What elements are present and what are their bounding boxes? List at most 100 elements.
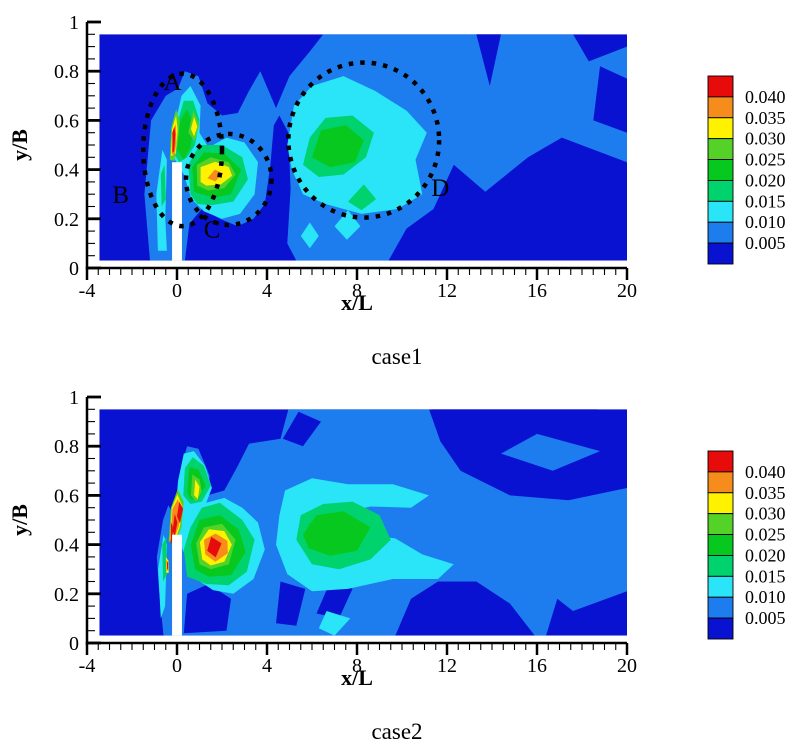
- colorbar-segment: [707, 96, 734, 119]
- contour-region-band9: [172, 513, 178, 536]
- contour-region-band3: [318, 611, 351, 636]
- contour-region-band3: [300, 222, 319, 249]
- x-tick-label: 20: [617, 280, 637, 302]
- contour-region-band9: [166, 560, 168, 570]
- y-axis-title: y/B: [7, 129, 32, 161]
- region-label-A: A: [163, 69, 181, 96]
- y-tick-label: 0.4: [54, 160, 79, 182]
- x-tick-label: 4: [262, 280, 272, 302]
- colorbar-segment: [707, 200, 734, 223]
- x-tick-label: 16: [527, 280, 547, 302]
- contour-region-band1: [476, 34, 501, 86]
- colorbar-segment: [707, 513, 734, 536]
- contour-region-band2: [156, 409, 627, 636]
- dashed-region-ellipse: [183, 131, 274, 228]
- x-tick-label: -4: [79, 280, 96, 302]
- contour-region-band7: [190, 116, 198, 137]
- x-tick-label: 16: [527, 655, 547, 677]
- colorbar-tick-label: 0.020: [745, 545, 786, 565]
- x-axis-title: x/L: [341, 290, 373, 315]
- colorbar-segment: [707, 159, 734, 181]
- colorbar-tick-label: 0.035: [745, 108, 786, 128]
- colorbar-segment: [707, 471, 734, 494]
- contour-region-band5: [305, 522, 319, 545]
- y-tick-label: 0.8: [54, 61, 79, 83]
- y-tick-label: 0.6: [54, 485, 79, 507]
- colorbar-tick-label: 0.020: [745, 170, 786, 190]
- contour-region-band4: [348, 184, 377, 211]
- x-tick-label: 8: [352, 655, 362, 677]
- colorbar-tick-label: 0.015: [745, 191, 786, 211]
- colorbar-tick-label: 0.010: [745, 212, 786, 232]
- colorbar-tick-label: 0.025: [745, 525, 786, 545]
- y-tick-label: 0.2: [54, 209, 79, 231]
- colorbar-segment: [707, 575, 734, 598]
- colorbar-tick-label: 0.030: [745, 504, 786, 524]
- y-tick-label: 1: [69, 12, 79, 34]
- contour-region-band7: [194, 479, 200, 500]
- contour-field: [99, 409, 627, 636]
- obstacle-bar: [172, 534, 182, 636]
- colorbar-segment: [707, 596, 734, 619]
- contour-region-band1: [183, 584, 231, 634]
- y-tick-label: 0.6: [54, 110, 79, 132]
- y-tick-label: 0.8: [54, 436, 79, 458]
- case2-contour-plot: -4 0 4 8 12 16 2000.20.40.60.81x/Ly/Bcase20.04…: [7, 387, 786, 744]
- contour-region-band1: [593, 66, 627, 133]
- x-tick-label: 4: [262, 655, 272, 677]
- y-axis-title: y/B: [7, 504, 32, 536]
- contour-field: [99, 34, 627, 261]
- colorbar-tick-label: 0.005: [745, 608, 786, 628]
- y-tick-label: 1: [69, 387, 79, 409]
- contour-region-band8: [207, 169, 224, 182]
- colorbar-segment: [707, 117, 734, 140]
- plot-title: case2: [371, 719, 422, 744]
- colorbar-tick-label: 0.015: [745, 566, 786, 586]
- colorbar-segment: [707, 534, 734, 556]
- colorbar-segment: [707, 554, 734, 577]
- colorbar-tick-label: 0.005: [745, 233, 786, 253]
- contour-region-band5: [177, 109, 194, 160]
- y-tick-label: 0: [69, 633, 79, 655]
- colorbar-segment: [707, 617, 734, 640]
- x-tick-label: 12: [437, 280, 457, 302]
- y-tick-label: 0.4: [54, 535, 79, 557]
- region-label-C: C: [204, 217, 221, 244]
- contour-region-band5: [312, 125, 364, 168]
- x-tick-label: 12: [437, 655, 457, 677]
- y-tick-label: 0.2: [54, 584, 79, 606]
- contour-region-band5: [303, 511, 371, 556]
- contour-region-band4: [160, 164, 166, 207]
- x-tick-label: 20: [617, 655, 637, 677]
- x-tick-label: 0: [172, 655, 182, 677]
- contour-region-band1: [276, 581, 306, 626]
- region-label-D: D: [431, 175, 449, 202]
- dashed-region-ellipse: [141, 71, 225, 229]
- x-tick-label: 8: [352, 280, 362, 302]
- colorbar-tick-label: 0.040: [745, 462, 786, 482]
- contour-region-band9: [172, 126, 176, 153]
- obstacle-bar: [172, 162, 182, 261]
- y-tick-label: 0: [69, 258, 79, 280]
- colorbar-tick-label: 0.030: [745, 129, 786, 149]
- colorbar-segment: [707, 221, 734, 244]
- colorbar-segment: [707, 75, 734, 98]
- dashed-region-ellipse: [286, 60, 442, 220]
- colorbar-tick-label: 0.040: [745, 87, 786, 107]
- x-axis-title: x/L: [341, 665, 373, 690]
- colorbar-segment: [707, 492, 734, 515]
- x-tick-label: -4: [79, 655, 96, 677]
- region-label-B: B: [112, 182, 129, 209]
- contour-region-band3: [334, 210, 361, 240]
- contour-region-band1: [282, 411, 321, 447]
- colorbar-segment: [707, 450, 734, 473]
- colorbar-segment: [707, 242, 734, 265]
- colorbar-segment: [707, 138, 734, 161]
- colorbar-segment: [707, 179, 734, 202]
